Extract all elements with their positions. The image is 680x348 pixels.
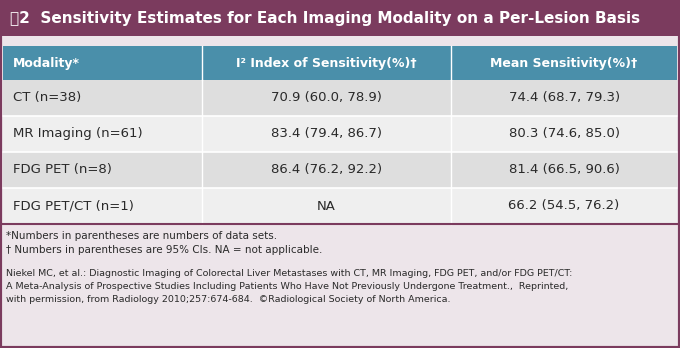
Text: Modality*: Modality*	[13, 56, 80, 70]
Text: *Numbers in parentheses are numbers of data sets.: *Numbers in parentheses are numbers of d…	[6, 231, 277, 241]
Bar	[3, 188, 677, 224]
Text: 表2  Sensitivity Estimates for Each Imaging Modality on a Per-Lesion Basis: 表2 Sensitivity Estimates for Each Imagin…	[10, 10, 640, 25]
Text: MR Imaging (n=61): MR Imaging (n=61)	[13, 127, 143, 141]
Bar	[0, 0, 680, 36]
Text: 74.4 (68.7, 79.3): 74.4 (68.7, 79.3)	[509, 92, 619, 104]
Text: CT (n=38): CT (n=38)	[13, 92, 81, 104]
Text: 66.2 (54.5, 76.2): 66.2 (54.5, 76.2)	[509, 199, 619, 213]
Text: 86.4 (76.2, 92.2): 86.4 (76.2, 92.2)	[271, 164, 382, 176]
Text: 83.4 (79.4, 86.7): 83.4 (79.4, 86.7)	[271, 127, 382, 141]
Bar	[3, 46, 677, 80]
Text: I² Index of Sensitivity(%)†: I² Index of Sensitivity(%)†	[236, 56, 417, 70]
Text: 81.4 (66.5, 90.6): 81.4 (66.5, 90.6)	[509, 164, 619, 176]
Text: FDG PET (n=8): FDG PET (n=8)	[13, 164, 112, 176]
Text: 80.3 (74.6, 85.0): 80.3 (74.6, 85.0)	[509, 127, 619, 141]
Bar	[3, 152, 677, 188]
Text: NA: NA	[317, 199, 336, 213]
Text: † Numbers in parentheses are 95% CIs. NA = not applicable.: † Numbers in parentheses are 95% CIs. NA…	[6, 245, 322, 255]
Bar	[3, 116, 677, 152]
Text: with permission, from Radiology 2010;257:674-684.  ©Radiological Society of Nort: with permission, from Radiology 2010;257…	[6, 295, 450, 304]
Bar	[3, 80, 677, 116]
Text: Mean Sensitivity(%)†: Mean Sensitivity(%)†	[490, 56, 638, 70]
Text: 70.9 (60.0, 78.9): 70.9 (60.0, 78.9)	[271, 92, 382, 104]
Text: A Meta-Analysis of Prospective Studies Including Patients Who Have Not Previousl: A Meta-Analysis of Prospective Studies I…	[6, 282, 568, 291]
Text: Niekel MC, et al.: Diagnostic Imaging of Colorectal Liver Metastases with CT, MR: Niekel MC, et al.: Diagnostic Imaging of…	[6, 269, 573, 278]
Text: FDG PET/CT (n=1): FDG PET/CT (n=1)	[13, 199, 134, 213]
